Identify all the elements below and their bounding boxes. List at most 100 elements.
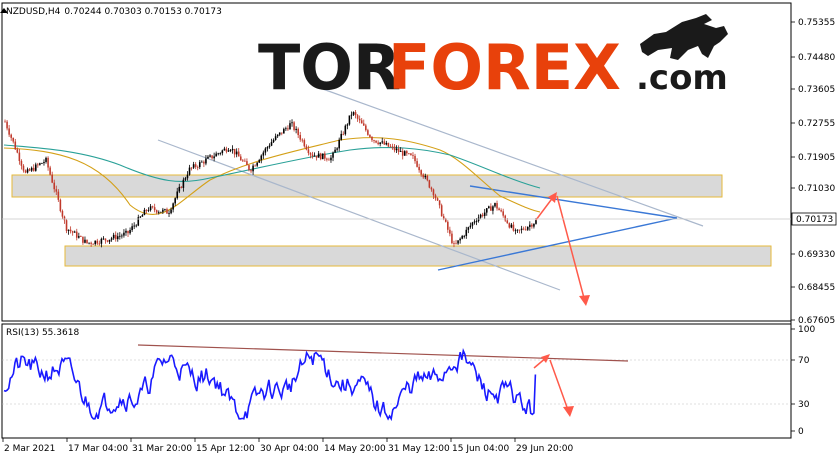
candle-body (186, 174, 189, 179)
candle-body (104, 238, 107, 241)
candle-body (317, 153, 320, 158)
candle-body (157, 211, 160, 213)
candle-body (531, 224, 533, 227)
candle-body (451, 233, 453, 244)
candle-body (20, 160, 23, 166)
candle-body (334, 149, 336, 153)
candle-body (266, 147, 269, 149)
support-zone (64, 245, 772, 267)
candle-body (211, 155, 213, 159)
candle-body (311, 154, 314, 157)
candle-body (78, 236, 80, 238)
candle-body (352, 112, 355, 115)
candle-body (418, 166, 420, 171)
candle-body (350, 114, 353, 116)
candle-body (301, 139, 304, 141)
logo-tor: TOR (258, 31, 401, 104)
price-axis: 0.75355 0.74480 0.73605 0.72755 0.71905 0.710… (791, 18, 835, 326)
candle-body (438, 200, 441, 206)
candle-body (71, 231, 74, 233)
candle-body (369, 134, 371, 138)
candle-body (428, 180, 431, 188)
candle-body (16, 149, 19, 153)
candle-body (330, 157, 332, 161)
rsi-tick-label: 70 (798, 356, 810, 366)
candle-body (447, 221, 449, 230)
rsi-arrow-down-head (563, 406, 574, 417)
candle-body (112, 234, 115, 239)
candle-body (416, 161, 418, 167)
candle-body (131, 226, 133, 230)
candle-body (285, 128, 287, 130)
candle-body (82, 236, 84, 243)
candle-body (485, 208, 488, 213)
candle-body (61, 211, 64, 217)
candle-body (432, 189, 435, 196)
candle-body (414, 155, 416, 162)
candle-body (319, 153, 322, 160)
candle-body (434, 195, 437, 199)
candle-body (192, 164, 195, 168)
candle-body (412, 155, 414, 156)
candle-body (137, 217, 140, 226)
candle-body (229, 150, 232, 151)
candle-body (55, 189, 58, 192)
price-tick-label: 0.67605 (798, 316, 835, 326)
candle-body (342, 133, 345, 135)
time-tick-label: 15 Jun 04:00 (452, 444, 509, 454)
candle-body (449, 229, 451, 234)
candle-body (455, 243, 457, 245)
candle-body (442, 216, 445, 219)
candle-body (338, 139, 340, 149)
candle-body (504, 215, 507, 221)
candle-body (45, 157, 47, 162)
rsi-tick-label: 30 (798, 400, 810, 410)
candle-body (340, 133, 343, 140)
candle-body (391, 146, 394, 148)
candle-body (24, 170, 27, 173)
candle-body (336, 148, 338, 150)
candle-body (170, 209, 172, 214)
time-tick-label: 29 Jun 20:00 (516, 444, 573, 454)
candle-body (529, 224, 531, 227)
candle-body (149, 206, 152, 211)
candle-body (239, 156, 242, 161)
candle-body (4, 121, 6, 123)
candle-body (494, 203, 496, 207)
candle-body (256, 162, 258, 166)
candle-body (373, 140, 375, 141)
rsi-axis: 100 70 30 0 (791, 325, 815, 437)
candle-body (276, 134, 279, 137)
candle-body (395, 148, 398, 151)
header-collapse-icon[interactable] (0, 8, 8, 13)
candle-body (207, 156, 209, 159)
candle-body (440, 205, 443, 217)
candle-body (108, 239, 111, 242)
candle-body (180, 186, 183, 188)
logo-forex: FOREX (388, 31, 621, 104)
candle-body (119, 235, 121, 237)
candle-body (246, 161, 248, 166)
candle-body (18, 152, 21, 161)
time-axis: 2 Mar 2021 17 Mar 04:00 31 Mar 20:00 15 Apr… (2, 438, 573, 454)
candle-body (348, 115, 351, 125)
time-tick-label: 17 Mar 04:00 (68, 444, 128, 454)
candle-body (287, 128, 289, 130)
candle-body (375, 140, 377, 143)
price-tick-label: 0.74480 (798, 53, 835, 63)
candle-body (133, 225, 135, 227)
candle-body (483, 212, 486, 216)
candle-body (139, 216, 142, 218)
candle-body (147, 210, 150, 211)
candle-body (178, 186, 181, 192)
candle-body (237, 151, 240, 157)
candle-body (129, 229, 131, 234)
candle-body (354, 112, 357, 116)
candle-body (381, 141, 384, 143)
candle-body (110, 238, 113, 240)
candle-body (194, 164, 197, 167)
candle-body (168, 213, 170, 215)
candle-body (313, 155, 316, 157)
